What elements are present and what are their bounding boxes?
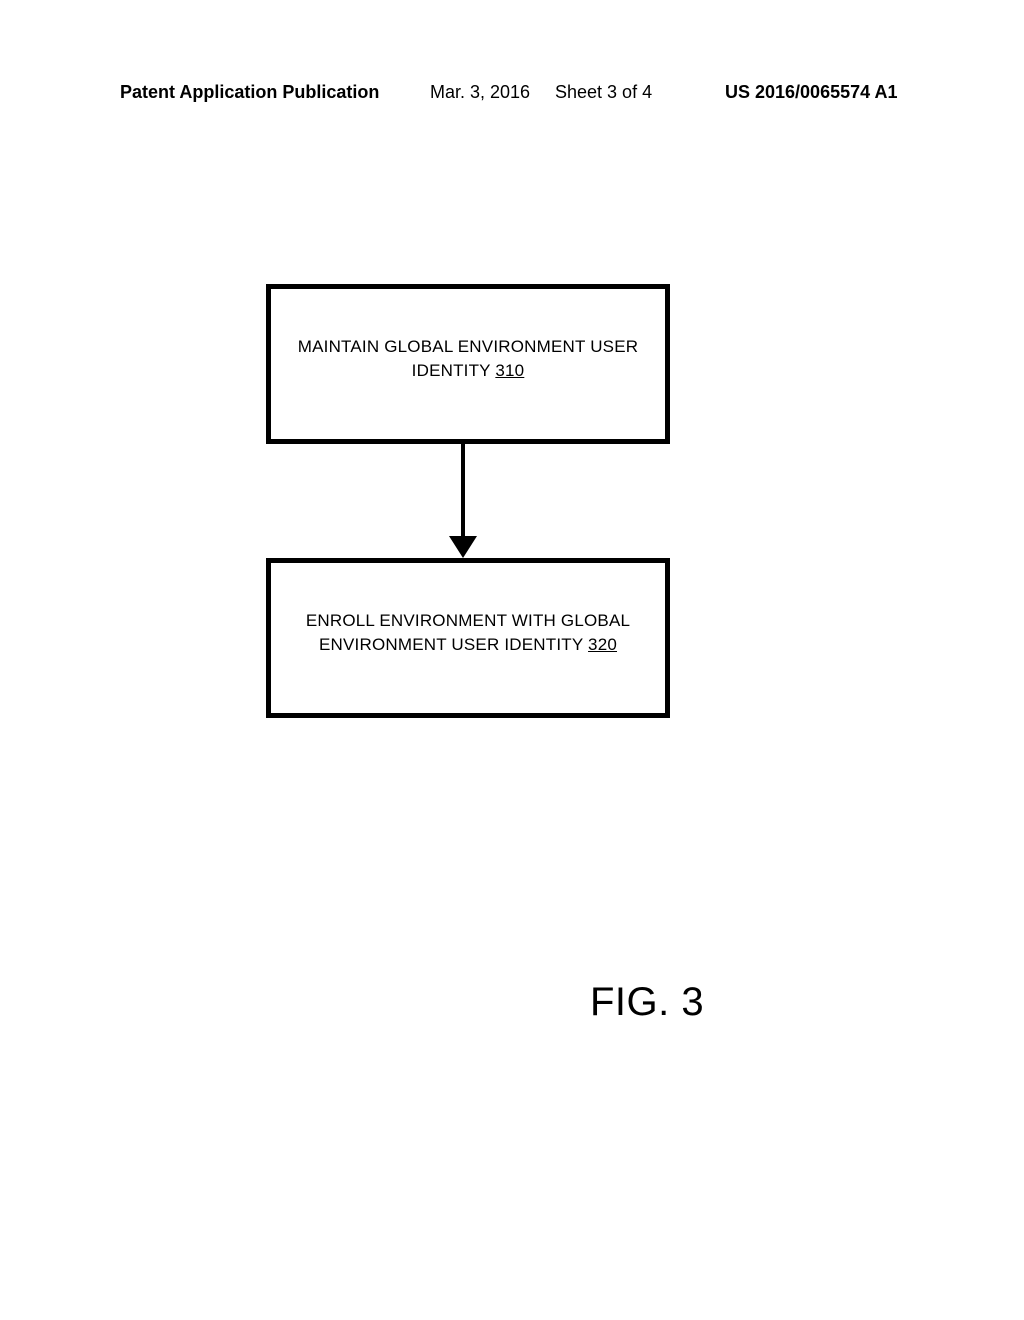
- flowchart-node-310: MAINTAIN GLOBAL ENVIRONMENT USER IDENTIT…: [266, 284, 670, 444]
- node-320-ref: 320: [588, 635, 617, 654]
- node-310-ref: 310: [495, 361, 524, 380]
- header-sheet: Sheet 3 of 4: [555, 82, 652, 103]
- patent-page: Patent Application Publication Mar. 3, 2…: [0, 0, 1024, 1320]
- flowchart-edge-310-320-shaft: [461, 444, 465, 544]
- node-310-line2: IDENTITY 310: [271, 359, 665, 383]
- node-320-line2: ENVIRONMENT USER IDENTITY 320: [271, 633, 665, 657]
- figure-label: FIG. 3: [590, 980, 704, 1025]
- flowchart-node-310-text: MAINTAIN GLOBAL ENVIRONMENT USER IDENTIT…: [271, 335, 665, 383]
- header-pubno: US 2016/0065574 A1: [725, 82, 897, 103]
- flowchart-node-320-text: ENROLL ENVIRONMENT WITH GLOBAL ENVIRONME…: [271, 609, 665, 657]
- flowchart-edge-310-320-head: [449, 536, 477, 558]
- node-320-line2-pre: ENVIRONMENT USER IDENTITY: [319, 635, 588, 654]
- header-section: Patent Application Publication: [120, 82, 379, 103]
- flowchart-node-320: ENROLL ENVIRONMENT WITH GLOBAL ENVIRONME…: [266, 558, 670, 718]
- node-310-line1: MAINTAIN GLOBAL ENVIRONMENT USER: [271, 335, 665, 359]
- node-310-line2-pre: IDENTITY: [412, 361, 496, 380]
- node-320-line1: ENROLL ENVIRONMENT WITH GLOBAL: [271, 609, 665, 633]
- header-date: Mar. 3, 2016: [430, 82, 530, 103]
